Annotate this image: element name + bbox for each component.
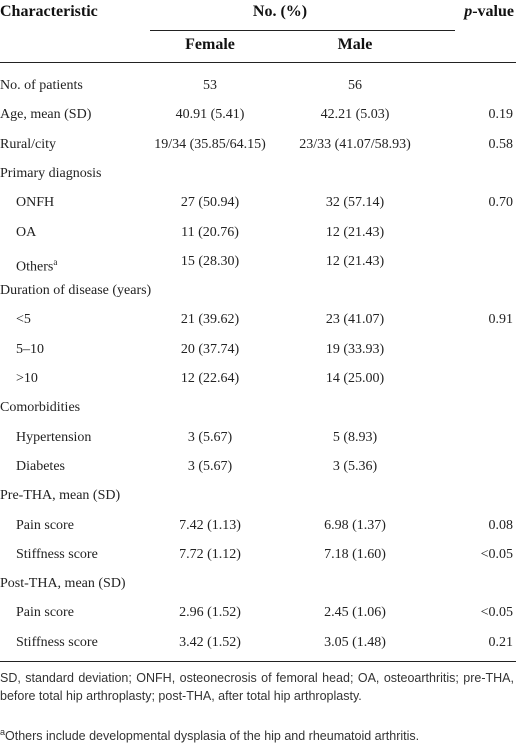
female-cell: 3.42 (1.52)	[179, 634, 241, 650]
female-cell: 7.42 (1.13)	[179, 517, 241, 533]
male-cell: 3.05 (1.48)	[324, 634, 386, 650]
male-cell: 2.45 (1.06)	[324, 605, 386, 621]
row-label: OA	[16, 225, 36, 241]
footnote-text: Others include developmental dysplasia o…	[5, 729, 420, 744]
row-label-text: Age, mean (SD)	[0, 107, 92, 123]
p-cell: <0.05	[480, 546, 513, 562]
row-label-text: ONFH	[16, 195, 55, 211]
male-cell: 5 (8.93)	[332, 429, 378, 445]
p-cell: 0.58	[488, 136, 514, 152]
row-label-text: Rural/city	[0, 136, 56, 152]
female-cell: 20 (37.74)	[180, 341, 240, 357]
row-label-text: Diabetes	[16, 458, 65, 474]
male-cell: 14 (25.00)	[325, 371, 385, 386]
row-label: Pain score	[16, 518, 74, 534]
male-cell: 19 (33.93)	[325, 341, 385, 357]
row-label: Diabetes	[16, 459, 65, 475]
female-cell: 21 (39.62)	[180, 312, 240, 328]
row-label: Comorbidities	[0, 400, 80, 416]
male-cell: 3 (5.36)	[332, 458, 378, 474]
row-label: Othersa	[16, 254, 57, 276]
female-cell: 2.96 (1.52)	[179, 605, 241, 621]
row-label-text: OA	[16, 224, 37, 240]
p-cell: 0.21	[488, 634, 514, 650]
row-label: >10	[16, 371, 38, 387]
row-label: <5	[16, 312, 31, 328]
male-cell: 12 (21.43)	[325, 253, 385, 269]
male-cell: 42.21 (5.03)	[320, 107, 390, 123]
male-cell: 56	[348, 78, 362, 93]
female-cell: 53	[203, 78, 217, 93]
abbreviations: SD, standard deviation; ONFH, osteonecro…	[0, 671, 514, 703]
row-label-text: 5–10	[16, 341, 44, 357]
row-label: Age, mean (SD)	[0, 107, 91, 123]
row-label-text: >10	[16, 371, 38, 386]
p-cell: 0.91	[488, 312, 514, 328]
male-cell: 23/33 (41.07/58.93)	[299, 136, 411, 152]
row-label: Rural/city	[0, 137, 56, 153]
row-label: Hypertension	[16, 430, 91, 446]
male-cell: 7.18 (1.60)	[324, 546, 386, 562]
header-p: p-value	[464, 3, 514, 20]
row-label-text: Duration of disease (years)	[0, 283, 152, 299]
row-label: No. of patients	[0, 78, 83, 94]
row-label-text: Others	[16, 259, 54, 275]
header-characteristic: Characteristic	[0, 3, 98, 20]
row-label: 5–10	[16, 342, 44, 358]
row-label-text: Stiffness score	[16, 546, 98, 562]
female-cell: 11 (20.76)	[181, 224, 239, 240]
row-label-text: Pain score	[16, 605, 74, 621]
male-cell: 23 (41.07)	[325, 312, 385, 328]
bottom-rule	[0, 661, 516, 662]
row-label: Stiffness score	[16, 547, 98, 563]
p-cell: <0.05	[480, 605, 513, 621]
female-cell: 3 (5.67)	[187, 429, 233, 445]
row-label: Pre-THA, mean (SD)	[0, 488, 120, 504]
row-label-note: a	[53, 256, 58, 267]
p-cell: 0.70	[488, 195, 514, 211]
female-cell: 15 (28.30)	[180, 253, 240, 269]
p-cell: 0.08	[488, 517, 514, 533]
male-cell: 32 (57.14)	[325, 195, 385, 211]
female-cell: 12 (22.64)	[180, 371, 240, 386]
header-male: Male	[337, 36, 373, 53]
female-cell: 7.72 (1.12)	[179, 546, 241, 562]
male-cell: 12 (21.43)	[325, 224, 385, 240]
header-group: No. (%)	[252, 3, 308, 20]
female-cell: 3 (5.67)	[187, 458, 233, 474]
female-cell: 40.91 (5.41)	[175, 107, 245, 123]
row-label-text: Hypertension	[16, 429, 92, 445]
footnote-mark: a	[0, 727, 6, 737]
p-cell: 0.19	[488, 107, 514, 123]
row-label-text: Comorbidities	[0, 400, 81, 416]
row-label-text: Pre-THA, mean (SD)	[0, 488, 121, 504]
row-label: Duration of disease (years)	[0, 283, 151, 299]
row-label-text: Pain score	[16, 517, 74, 533]
row-label: Pain score	[16, 605, 74, 621]
female-cell: 19/34 (35.85/64.15)	[154, 136, 266, 152]
row-label-text: No. of patients	[0, 78, 83, 93]
group-rule	[150, 30, 455, 31]
row-label: Stiffness score	[16, 635, 98, 651]
row-label-text: <5	[16, 312, 31, 328]
male-cell: 6.98 (1.37)	[324, 517, 386, 533]
row-label: Primary diagnosis	[0, 166, 102, 182]
female-cell: 27 (50.94)	[180, 195, 240, 211]
row-label: Post-THA, mean (SD)	[0, 576, 126, 592]
row-label-text: Stiffness score	[16, 634, 98, 650]
row-label-text: Post-THA, mean (SD)	[0, 576, 126, 592]
row-label-text: Primary diagnosis	[0, 165, 102, 181]
header-rule	[0, 62, 516, 63]
footnote: aOthers include developmental dysplasia …	[0, 723, 514, 745]
row-label: ONFH	[16, 195, 54, 211]
header-female: Female	[185, 36, 235, 53]
